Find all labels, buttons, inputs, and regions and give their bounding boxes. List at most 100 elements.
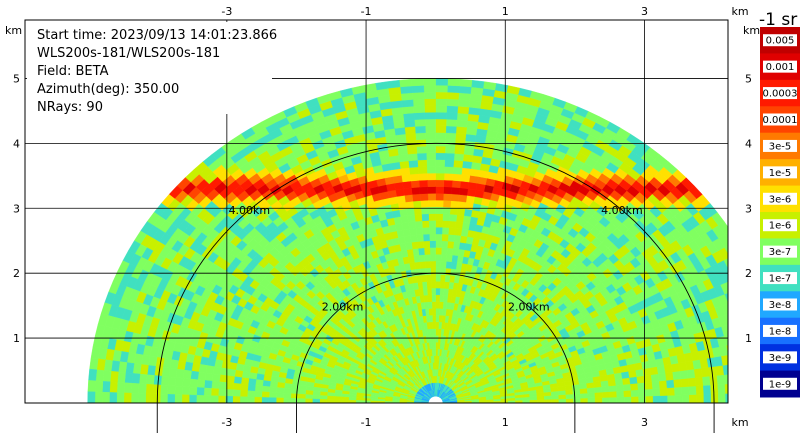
ppi-cell xyxy=(196,387,205,396)
ppi-cell xyxy=(729,267,740,280)
ppi-cell xyxy=(439,294,444,303)
ppi-cell xyxy=(701,367,710,378)
ppi-cell xyxy=(435,125,447,133)
ppi-cell xyxy=(733,393,740,403)
ppi-cell xyxy=(418,179,428,188)
plot-frame xyxy=(24,19,729,404)
ppi-cell xyxy=(430,281,436,289)
ppi-cell xyxy=(444,166,454,174)
ppi-cell xyxy=(460,174,471,183)
ppi-cell xyxy=(175,368,185,379)
ppi-cell xyxy=(276,382,286,389)
ppi-cell xyxy=(451,254,459,263)
ppi-cell xyxy=(116,382,125,394)
ppi-cell xyxy=(269,386,278,393)
ppi-cell xyxy=(435,362,438,370)
ppi-cell xyxy=(623,390,632,398)
x-tick-label-bottom: -1 xyxy=(361,416,372,429)
ppi-cell xyxy=(536,399,545,403)
ppi-cell xyxy=(732,383,740,393)
ppi-cell xyxy=(123,382,133,394)
ppi-cell xyxy=(443,186,453,195)
ppi-cell xyxy=(424,112,436,120)
x-tick-label-top: -1 xyxy=(361,5,372,18)
ppi-cell xyxy=(749,317,759,329)
colorbar-label-background xyxy=(763,34,797,47)
ppi-cell xyxy=(268,397,277,403)
ppi-cell xyxy=(413,112,426,120)
ppi-cell xyxy=(650,373,660,383)
ppi-cell xyxy=(660,395,668,403)
ppi-cell xyxy=(283,387,292,394)
ppi-cell xyxy=(196,379,206,389)
ppi-cell xyxy=(305,394,313,400)
colorbar-unit-label: -1 sr xyxy=(759,10,797,30)
colorbar-tick-label: 1e-7 xyxy=(769,274,792,285)
ppi-cell xyxy=(558,394,567,400)
ppi-cell xyxy=(405,132,417,141)
ppi-cell xyxy=(435,348,438,356)
ppi-cell xyxy=(435,172,445,181)
plot-area: 2.00km 2.00km 4.00km 4.00km xyxy=(24,19,759,433)
ppi-cell xyxy=(175,377,184,387)
ppi-cell xyxy=(189,386,198,396)
ppi-cell xyxy=(190,370,199,380)
ppi-cell xyxy=(139,364,149,375)
ppi-cell xyxy=(695,376,704,387)
info-box-background xyxy=(27,22,272,114)
ppi-cell xyxy=(101,391,110,403)
axis-ticks: -3 -3 -1 -1 1 1 3 3 1 1 2 2 3 3 4 4 5 5 km km km km xyxy=(5,5,760,429)
ppi-cell xyxy=(446,112,458,120)
ppi-cell xyxy=(458,194,468,203)
ppi-cell xyxy=(415,132,427,141)
ppi-cell xyxy=(435,287,441,296)
ppi-cell xyxy=(348,399,357,403)
ppi-cell xyxy=(426,287,432,296)
ppi-cell xyxy=(723,257,728,269)
ppi-cell xyxy=(437,335,441,343)
ppi-cell xyxy=(454,146,465,155)
ppi-cell xyxy=(458,85,472,94)
ppi-cell xyxy=(459,78,473,88)
ppi-cell xyxy=(449,213,458,222)
ppi-cell xyxy=(458,92,471,101)
ppi-cell xyxy=(630,389,639,397)
ppi-cell xyxy=(234,369,244,378)
ppi-cell xyxy=(645,388,654,397)
ppi-cell xyxy=(446,91,460,100)
ppi-cell xyxy=(447,78,461,87)
ppi-cell xyxy=(686,368,696,379)
ppi-cell xyxy=(408,159,419,168)
ppi-cell xyxy=(431,294,436,302)
ppi-cell xyxy=(210,388,219,397)
ppi-cell xyxy=(543,395,552,400)
ppi-cell xyxy=(386,79,401,89)
ppi-cell xyxy=(138,393,147,403)
ppi-cell xyxy=(444,152,455,161)
ppi-cell xyxy=(687,377,697,387)
range-ring-label: 4.00km xyxy=(601,204,643,217)
ppi-cell xyxy=(425,274,432,282)
ppi-cell xyxy=(87,380,96,393)
ppi-cell xyxy=(446,254,453,262)
colorbar-label-background xyxy=(763,245,797,258)
info-line: Start time: 2023/09/13 14:01:23.866 xyxy=(37,28,277,43)
ppi-cell xyxy=(440,254,448,262)
ppi-cell xyxy=(601,385,610,393)
ppi-cell xyxy=(402,105,415,115)
ppi-cell xyxy=(441,240,449,249)
ppi-cell xyxy=(417,159,428,168)
colorbar-tick-label: 0.001 xyxy=(766,62,795,73)
ppi-cell xyxy=(457,201,467,210)
axis-unit-label: km xyxy=(743,24,760,37)
ppi-cell xyxy=(398,153,409,163)
ppi-cell xyxy=(441,247,448,255)
ppi-cell xyxy=(334,396,342,401)
ppi-cell xyxy=(400,92,414,101)
y-tick-label-right: 1 xyxy=(745,332,752,345)
ppi-cell xyxy=(138,373,148,385)
ppi-cell xyxy=(429,247,436,255)
ppi-cell xyxy=(87,391,96,403)
ppi-cell xyxy=(406,146,418,155)
ppi-cell xyxy=(428,220,436,228)
